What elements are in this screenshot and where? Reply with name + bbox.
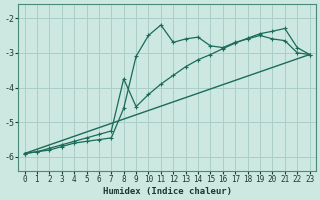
X-axis label: Humidex (Indice chaleur): Humidex (Indice chaleur) <box>103 187 232 196</box>
